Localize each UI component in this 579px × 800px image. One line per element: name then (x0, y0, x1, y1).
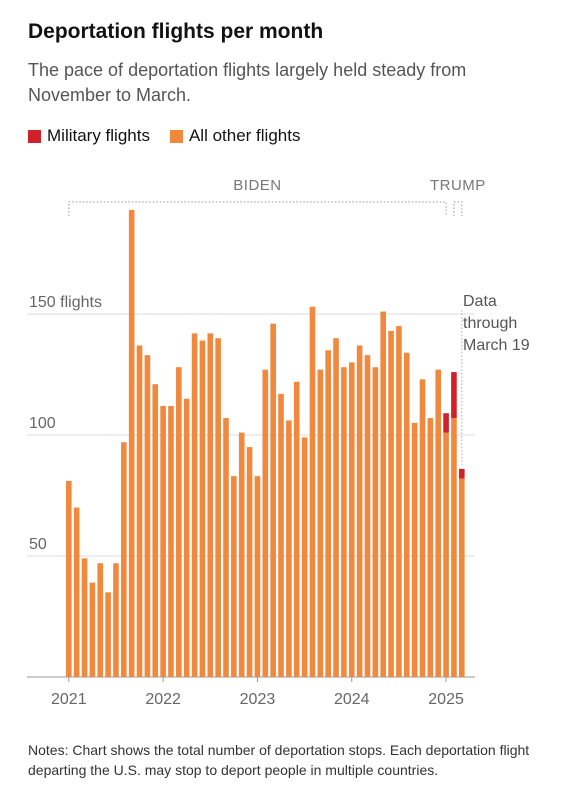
bar-other (215, 338, 221, 677)
bar-other (152, 384, 159, 677)
bar-other (333, 338, 339, 677)
legend-label-other: All other flights (188, 126, 301, 145)
chart-subtitle: The pace of deportation flights largely … (28, 60, 467, 105)
bar-other (427, 418, 434, 677)
bar-other (199, 340, 206, 677)
bar-other (246, 447, 253, 677)
bar-other (81, 558, 88, 677)
legend-label-military: Military flights (47, 126, 150, 145)
bar-other (325, 350, 331, 677)
bar-other (301, 437, 308, 677)
bar-other (238, 432, 245, 677)
bar-other (372, 367, 379, 677)
bar-other (317, 369, 324, 677)
y-tick-label: 50 (29, 536, 47, 553)
period-bracket (453, 201, 463, 216)
bar-other (97, 563, 104, 677)
bar-other (207, 333, 214, 677)
bar-military (443, 413, 449, 433)
bar-military (459, 468, 465, 479)
bar-other (443, 432, 449, 677)
bar-other (121, 442, 127, 677)
bar-other (278, 393, 284, 677)
bar-other (388, 330, 394, 677)
bar-other (254, 476, 261, 677)
chart-notes: Notes: Chart shows the total number of d… (28, 742, 530, 778)
bar-other (73, 507, 80, 677)
annotation-text: March 19 (463, 337, 530, 354)
chart-title: Deportation flights per month (28, 20, 324, 43)
bar-other (341, 367, 347, 677)
bar-other (309, 306, 316, 677)
bar-other (435, 369, 442, 677)
bar-other (66, 480, 72, 677)
x-tick-label: 2022 (145, 691, 181, 708)
bar-other (262, 369, 269, 677)
bar-other (176, 367, 182, 677)
bar-other (128, 209, 135, 677)
bar-other (348, 362, 355, 677)
bar-other (380, 311, 386, 677)
bar-other (270, 323, 276, 677)
period-bracket (68, 201, 447, 216)
bar-other (136, 345, 143, 677)
period-label: BIDEN (233, 177, 281, 194)
legend: Military flights All other flights (28, 126, 320, 146)
bar-other (231, 476, 237, 677)
bar-other (403, 352, 410, 677)
bar-other (89, 582, 96, 677)
bar-other (286, 420, 292, 677)
bar-chart: 50 100 150 flights 2021 2022 2023 2024 2025 BIDE… (27, 177, 530, 708)
annotation-text: through (463, 315, 517, 332)
bar-other (364, 355, 371, 677)
bar-other (144, 355, 151, 677)
bar-other (356, 345, 363, 677)
y-tick-label: 150 flights (29, 294, 102, 311)
bar-other (183, 398, 190, 677)
x-tick-label: 2023 (240, 691, 276, 708)
bar-military (451, 372, 457, 419)
bar-other (419, 379, 426, 677)
x-tick-label: 2024 (334, 691, 370, 708)
bar-other (411, 422, 418, 677)
bar-other (160, 405, 166, 677)
bar-other (293, 381, 300, 677)
bar-other (459, 478, 465, 677)
bar-other (113, 563, 119, 677)
legend-swatch-military (28, 129, 41, 143)
bar-other (168, 405, 174, 677)
x-tick-label: 2025 (428, 691, 464, 708)
legend-swatch-other (169, 129, 183, 143)
legend-item-other: All other flights (169, 126, 301, 146)
bar-other (223, 418, 229, 677)
bar-other (105, 592, 111, 677)
annotation-text: Data (463, 293, 497, 310)
bar-other (396, 326, 402, 677)
y-tick-label: 100 (29, 415, 56, 432)
x-tick-label: 2021 (51, 691, 87, 708)
legend-item-military: Military flights (28, 126, 150, 146)
period-label: TRUMP (430, 177, 486, 194)
bar-other (451, 418, 457, 677)
bar-other (191, 333, 198, 677)
